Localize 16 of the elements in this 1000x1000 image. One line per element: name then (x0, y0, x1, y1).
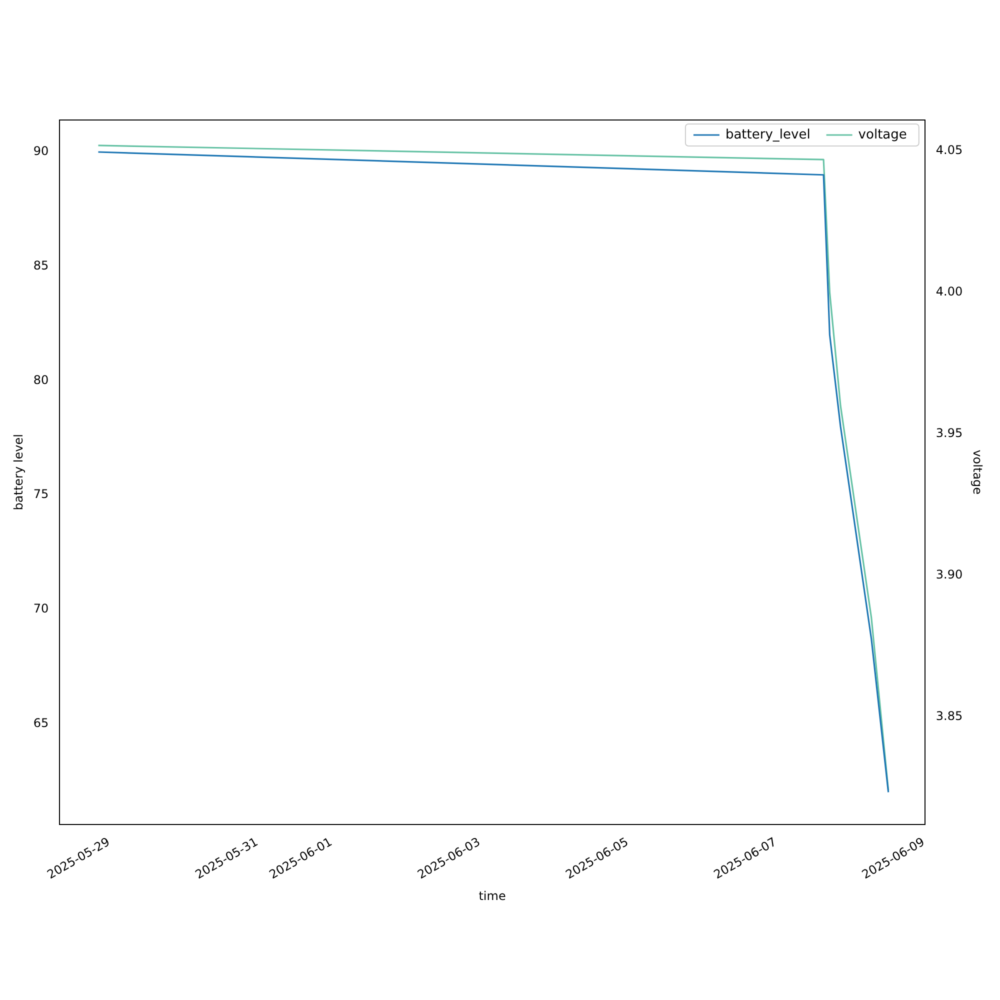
y2-tick-label: 3.95 (936, 426, 963, 440)
y2-tick-label: 4.00 (936, 284, 963, 299)
y2-tick-label: 3.85 (936, 708, 963, 723)
y2-tick-label: 4.05 (936, 143, 963, 158)
y2-axis-title: voltage (970, 450, 985, 495)
x-axis-title: time (478, 888, 506, 903)
y-tick-label: 90 (33, 144, 49, 158)
legend-label: voltage (858, 127, 907, 142)
y-tick-label: 80 (33, 372, 49, 387)
y-tick-label: 75 (33, 487, 49, 502)
y-tick-label: 85 (33, 258, 49, 272)
y-axis-title: battery level (11, 434, 26, 510)
y-tick-label: 65 (33, 716, 49, 730)
y2-tick-label: 3.90 (936, 567, 963, 582)
y-tick-label: 70 (33, 601, 49, 616)
legend-label: battery_level (725, 127, 810, 142)
